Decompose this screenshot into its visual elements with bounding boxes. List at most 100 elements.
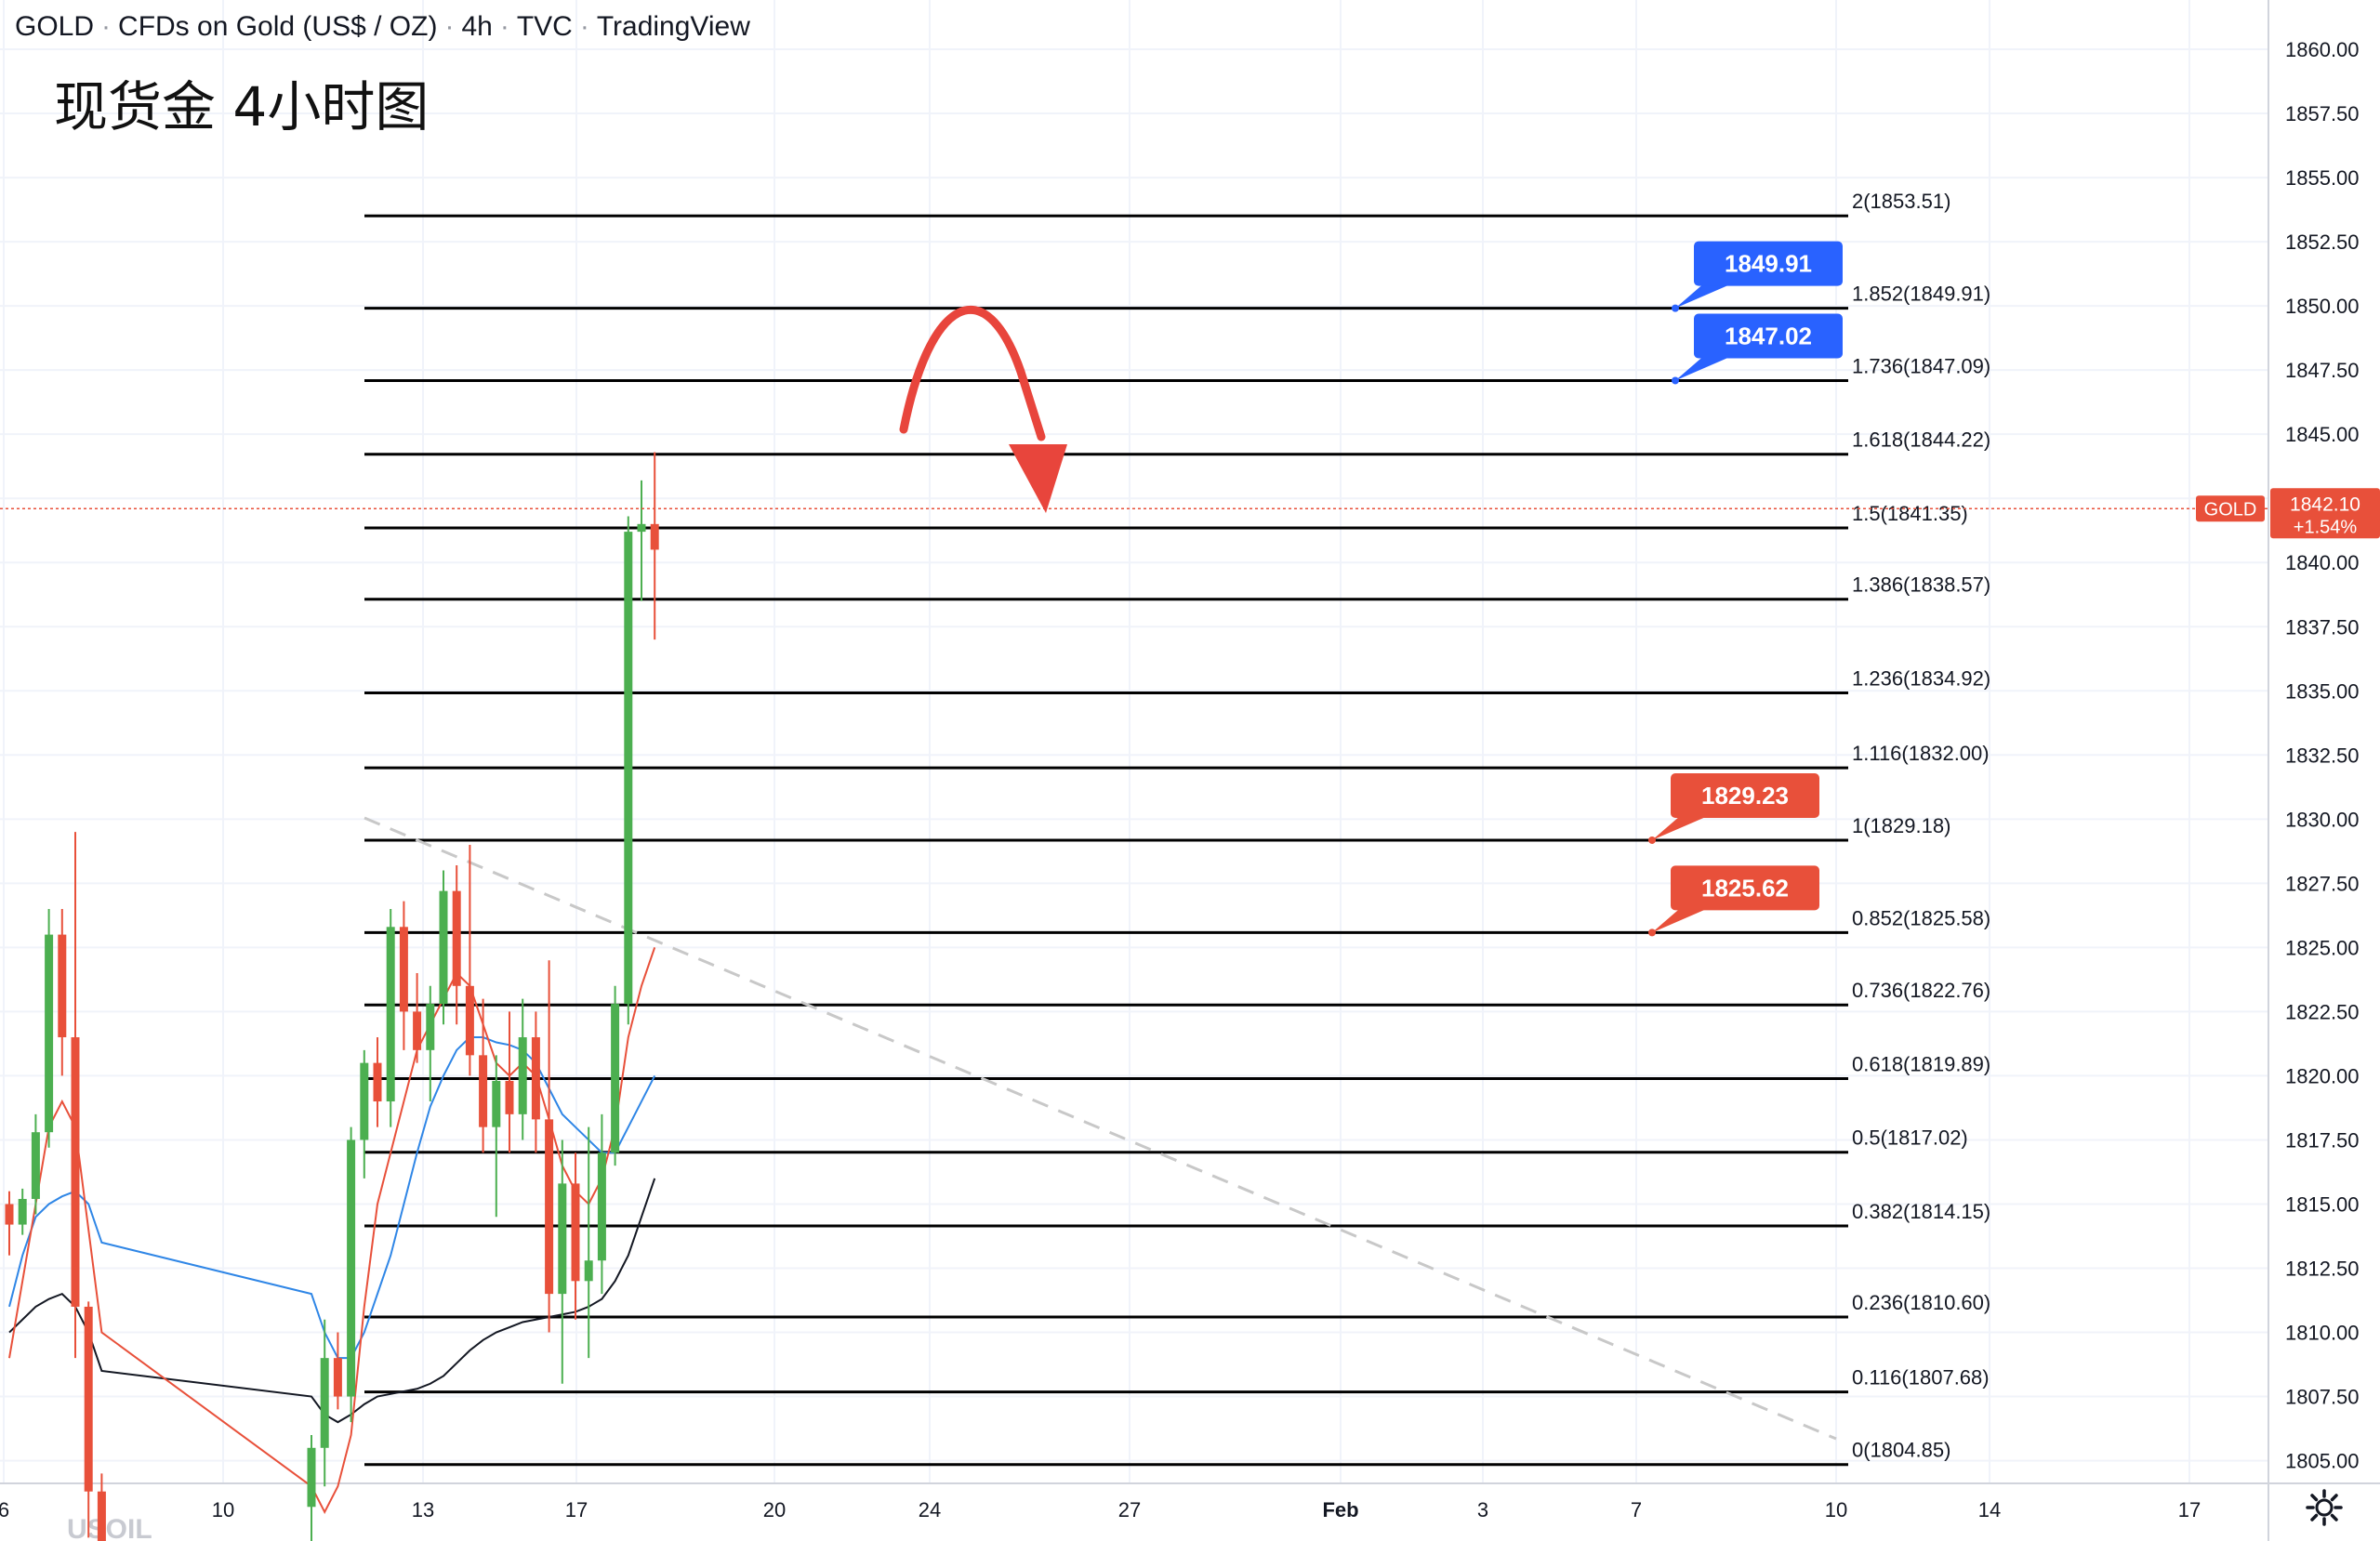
- candle-body: [307, 1447, 316, 1508]
- candle: [5, 1191, 14, 1256]
- candle-body: [505, 1080, 514, 1114]
- price-tick-label: 1860.00: [2285, 38, 2360, 61]
- candle: [333, 1332, 342, 1410]
- candle-body: [71, 1037, 80, 1307]
- callout-pointer: [1652, 908, 1708, 933]
- candle: [426, 985, 435, 1102]
- symbol-label[interactable]: GOLD: [15, 11, 95, 42]
- candle: [373, 1037, 382, 1127]
- price-callout: 1847.02: [1672, 313, 1843, 385]
- candle: [360, 1049, 369, 1179]
- candle-body: [373, 1062, 382, 1102]
- price-tick-label: 1827.50: [2285, 872, 2360, 895]
- price-tick-label: 1840.00: [2285, 551, 2360, 574]
- candle-body: [571, 1183, 580, 1282]
- price-tick-label: 1805.00: [2285, 1450, 2360, 1473]
- moving-average-slow: [8, 1178, 656, 1424]
- candle-body: [465, 985, 474, 1056]
- callout-pointer: [1675, 356, 1731, 381]
- time-tick-label: 24: [919, 1498, 941, 1521]
- candle-body: [413, 1011, 422, 1050]
- price-tick-label: 1822.50: [2285, 1000, 2360, 1023]
- fib-label: 2(1853.51): [1852, 190, 1950, 213]
- time-tick-label: 7: [1631, 1498, 1642, 1521]
- time-tick-label: 6: [0, 1498, 9, 1521]
- candle-body: [45, 934, 54, 1133]
- price-tick-label: 1825.00: [2285, 936, 2360, 959]
- time-tick-label: 13: [412, 1498, 434, 1521]
- candle-body: [452, 890, 461, 986]
- callout-text: 1847.02: [1725, 322, 1812, 349]
- time-tick-label: 17: [2178, 1498, 2201, 1521]
- gear-icon[interactable]: [2304, 1487, 2345, 1528]
- interval-label[interactable]: 4h: [461, 11, 493, 42]
- callout-pointer: [1675, 283, 1731, 309]
- candle: [584, 1126, 593, 1359]
- price-tick-label: 1812.50: [2285, 1258, 2360, 1281]
- candles: [5, 452, 659, 1541]
- candle: [452, 865, 461, 1025]
- candle-body: [399, 927, 408, 1012]
- candle: [31, 1113, 40, 1215]
- callout-box: [1671, 772, 1819, 818]
- candle: [58, 908, 67, 1076]
- price-tick-label: 1847.50: [2285, 359, 2360, 382]
- fib-label: 0.236(1810.60): [1852, 1291, 1990, 1314]
- fibonacci-levels: 2(1853.51) 1.852(1849.91) 1.736(1847.09) 1.…: [364, 190, 1990, 1467]
- candle: [558, 1139, 567, 1384]
- price-badge-value: 1842.10: [2290, 494, 2360, 515]
- candle-body: [426, 1004, 435, 1050]
- grid: [0, 0, 2268, 1483]
- platform-label: TradingView: [596, 11, 750, 42]
- candle-body: [439, 890, 448, 1005]
- fib-label: 0.618(1819.89): [1852, 1052, 1990, 1075]
- candle: [518, 998, 527, 1140]
- candle-body: [545, 1119, 554, 1295]
- candle: [545, 960, 554, 1333]
- price-tick-label: 1810.00: [2285, 1322, 2360, 1345]
- candle: [413, 972, 422, 1063]
- candle-body: [18, 1198, 27, 1225]
- fib-label: 1.736(1847.09): [1852, 354, 1990, 377]
- fib-label: 1.618(1844.22): [1852, 428, 1990, 452]
- symbol-tag: [2196, 495, 2265, 522]
- price-callout: 1829.23: [1648, 772, 1819, 844]
- candle-body: [637, 523, 646, 533]
- candle-body: [584, 1260, 593, 1282]
- candle: [531, 1011, 540, 1153]
- time-tick-label: 27: [1118, 1498, 1141, 1521]
- price-callout: 1849.91: [1672, 241, 1843, 312]
- candle: [479, 998, 488, 1153]
- symbol-tag-label: GOLD: [2204, 499, 2257, 520]
- callout-pointer: [1652, 815, 1708, 840]
- callout-text: 1849.91: [1725, 250, 1812, 278]
- time-tick-label: 17: [565, 1498, 588, 1521]
- candle: [320, 1319, 329, 1487]
- fib-label: 0(1804.85): [1852, 1439, 1950, 1462]
- time-tick-label: 20: [763, 1498, 786, 1521]
- dashed-trendline: [364, 816, 1837, 1441]
- reversal-arrow-curve: [899, 305, 1046, 441]
- fib-label: 1.386(1838.57): [1852, 573, 1990, 597]
- callout-box: [1671, 865, 1819, 911]
- price-tick-label: 1835.00: [2285, 679, 2360, 703]
- candle: [399, 901, 408, 1050]
- candle-body: [360, 1062, 369, 1140]
- callout-anchor: [1648, 836, 1656, 844]
- time-tick-label: 10: [1825, 1498, 1847, 1521]
- candle-body: [333, 1358, 342, 1397]
- time-tick-label: 3: [1477, 1498, 1488, 1521]
- fib-label: 0.852(1825.58): [1852, 906, 1990, 929]
- candle: [465, 844, 474, 1076]
- fib-label: 0.736(1822.76): [1852, 979, 1990, 1002]
- price-tick-label: 1850.00: [2285, 295, 2360, 318]
- candle: [439, 870, 448, 1025]
- candle-body: [347, 1139, 356, 1397]
- candle: [650, 452, 659, 640]
- candle: [571, 1152, 580, 1320]
- candle-body: [31, 1132, 40, 1199]
- candle-body: [492, 1080, 501, 1127]
- price-axis: 1860.00 1857.50 1855.00 1852.50 1850.00 1847.…: [2285, 38, 2360, 1473]
- moving-average-mid: [8, 1036, 656, 1360]
